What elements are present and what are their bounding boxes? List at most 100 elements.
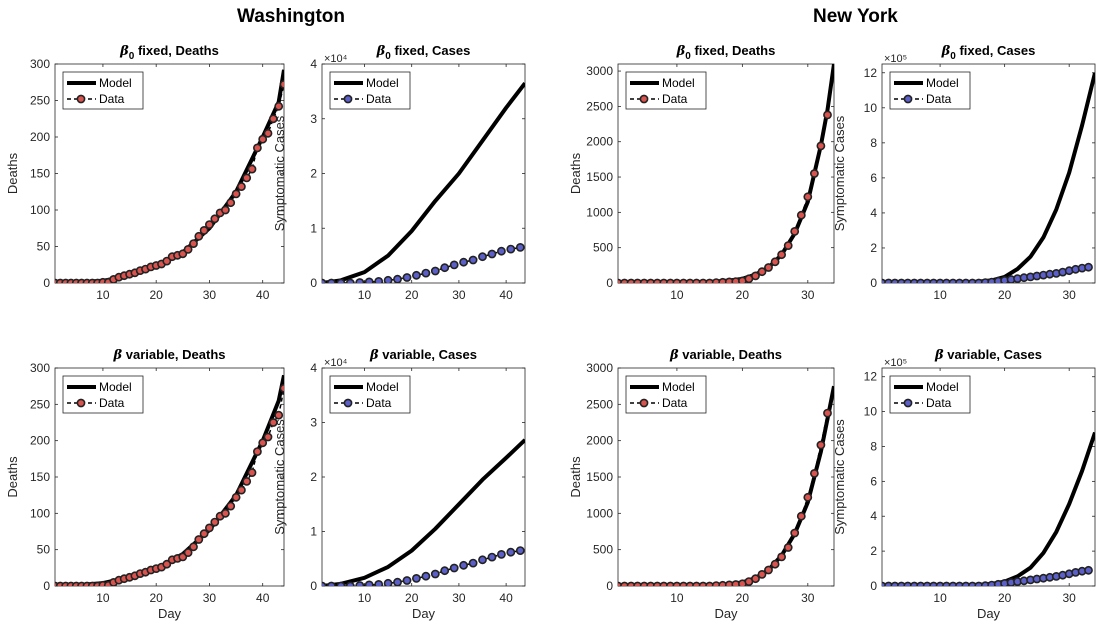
y-tick-label: 200 [30, 130, 50, 144]
data-point [948, 581, 958, 586]
x-tick-label: 40 [256, 288, 270, 302]
data-point [220, 508, 230, 518]
data-point [440, 566, 450, 576]
data-point [770, 559, 780, 569]
data-point [757, 267, 767, 277]
data-point [247, 468, 257, 477]
y-axis-label: Symptomatic Cases [272, 419, 287, 535]
y-tick-label: 0 [870, 579, 877, 593]
x-axis-label: Day [412, 606, 436, 621]
legend: Model Data [889, 375, 971, 414]
subplot-title: β variable, Cases [369, 347, 477, 363]
data-point [327, 278, 336, 283]
data-point [468, 255, 478, 265]
data-point [336, 581, 346, 586]
data-series-line [322, 246, 521, 283]
y-tick-label: 1000 [586, 205, 613, 219]
data-point [909, 581, 919, 586]
data-point [515, 546, 525, 555]
data-point [268, 418, 278, 427]
legend-data-label: Data [662, 92, 688, 106]
data-point [974, 581, 984, 586]
exponent-label: ×10⁴ [324, 357, 348, 369]
x-tick-label: 40 [499, 591, 513, 605]
x-tick-label: 30 [801, 591, 815, 605]
x-tick-label: 10 [670, 591, 684, 605]
data-point [487, 249, 497, 259]
legend-model-label: Model [926, 380, 959, 394]
x-tick-label: 30 [1063, 591, 1077, 605]
y-tick-label: 4 [310, 57, 317, 71]
data-point [705, 581, 714, 586]
data-point [430, 569, 440, 579]
y-tick-label: 4 [870, 206, 877, 220]
subplot-wa-cases-var: 10 20 30 40 0 1 2 3 4 ×10⁴ β variable, Cases Sympto… [272, 347, 526, 621]
x-tick-label: 20 [736, 591, 750, 605]
legend-data-label: Data [99, 92, 125, 106]
data-point [890, 581, 900, 586]
data-point [189, 239, 198, 248]
subplot-ny-deaths-var: 10 20 30 0 500 1000 1500 2000 2500 3000 β variable… [568, 347, 835, 621]
legend-box [62, 375, 144, 414]
x-tick-label: 10 [358, 591, 372, 605]
y-tick-label: 4 [310, 361, 317, 375]
data-point [355, 278, 365, 283]
data-point [633, 581, 642, 586]
data-point [204, 523, 214, 533]
data-point [903, 581, 913, 586]
y-tick-label: 2500 [586, 397, 613, 411]
data-point [236, 182, 246, 191]
y-tick-label: 1500 [586, 470, 613, 484]
subplot-title: β variable, Deaths [669, 347, 782, 363]
y-tick-label: 12 [864, 370, 878, 384]
model-series-line [322, 81, 525, 283]
data-point [274, 410, 284, 420]
y-tick-label: 6 [870, 474, 877, 488]
data-point [478, 252, 487, 262]
data-point [383, 275, 393, 283]
data-point [506, 547, 516, 557]
exponent-label: ×10⁵ [884, 357, 907, 369]
data-point [279, 383, 284, 393]
y-tick-label: 500 [593, 543, 613, 557]
data-point [322, 581, 327, 586]
subplot-ny-cases-fixed: 10 20 30 0 2 4 6 8 10 12 ×10⁵ β0 fixed, Cases Sympto… [832, 43, 1096, 302]
y-tick-label: 8 [870, 136, 877, 150]
x-tick-label: 30 [452, 591, 466, 605]
legend-model-label: Model [926, 76, 959, 90]
data-point [411, 270, 421, 280]
data-point [459, 257, 468, 267]
y-tick-label: 50 [37, 543, 51, 557]
legend-data-marker [903, 94, 913, 104]
data-point [247, 164, 257, 174]
plot-area [55, 69, 284, 283]
y-axis-label: Deaths [568, 456, 583, 498]
x-tick-label: 10 [96, 591, 110, 605]
data-point [916, 581, 926, 586]
y-tick-label: 2000 [586, 434, 613, 448]
y-tick-label: 10 [864, 101, 878, 115]
y-tick-label: 0 [43, 276, 50, 290]
data-point [421, 268, 431, 278]
data-point [783, 543, 793, 552]
data-point [897, 581, 906, 586]
y-tick-label: 50 [37, 240, 51, 254]
y-tick-label: 150 [30, 167, 50, 181]
data-point [252, 447, 262, 456]
legend: Model Data [329, 71, 411, 110]
y-tick-label: 0 [606, 579, 613, 593]
legend-model-label: Model [662, 380, 695, 394]
data-point [279, 80, 284, 89]
data-point [796, 511, 806, 521]
legend-model-label: Model [99, 380, 132, 394]
y-tick-label: 2000 [586, 135, 613, 149]
x-axis-label: Day [714, 606, 738, 621]
data-point [487, 552, 497, 562]
axes-box [881, 63, 1096, 284]
data-point [194, 231, 204, 241]
subplot-title: β0 fixed, Deaths [676, 43, 776, 62]
data-point [968, 581, 977, 586]
data-point [364, 580, 374, 586]
y-tick-label: 200 [30, 434, 50, 448]
